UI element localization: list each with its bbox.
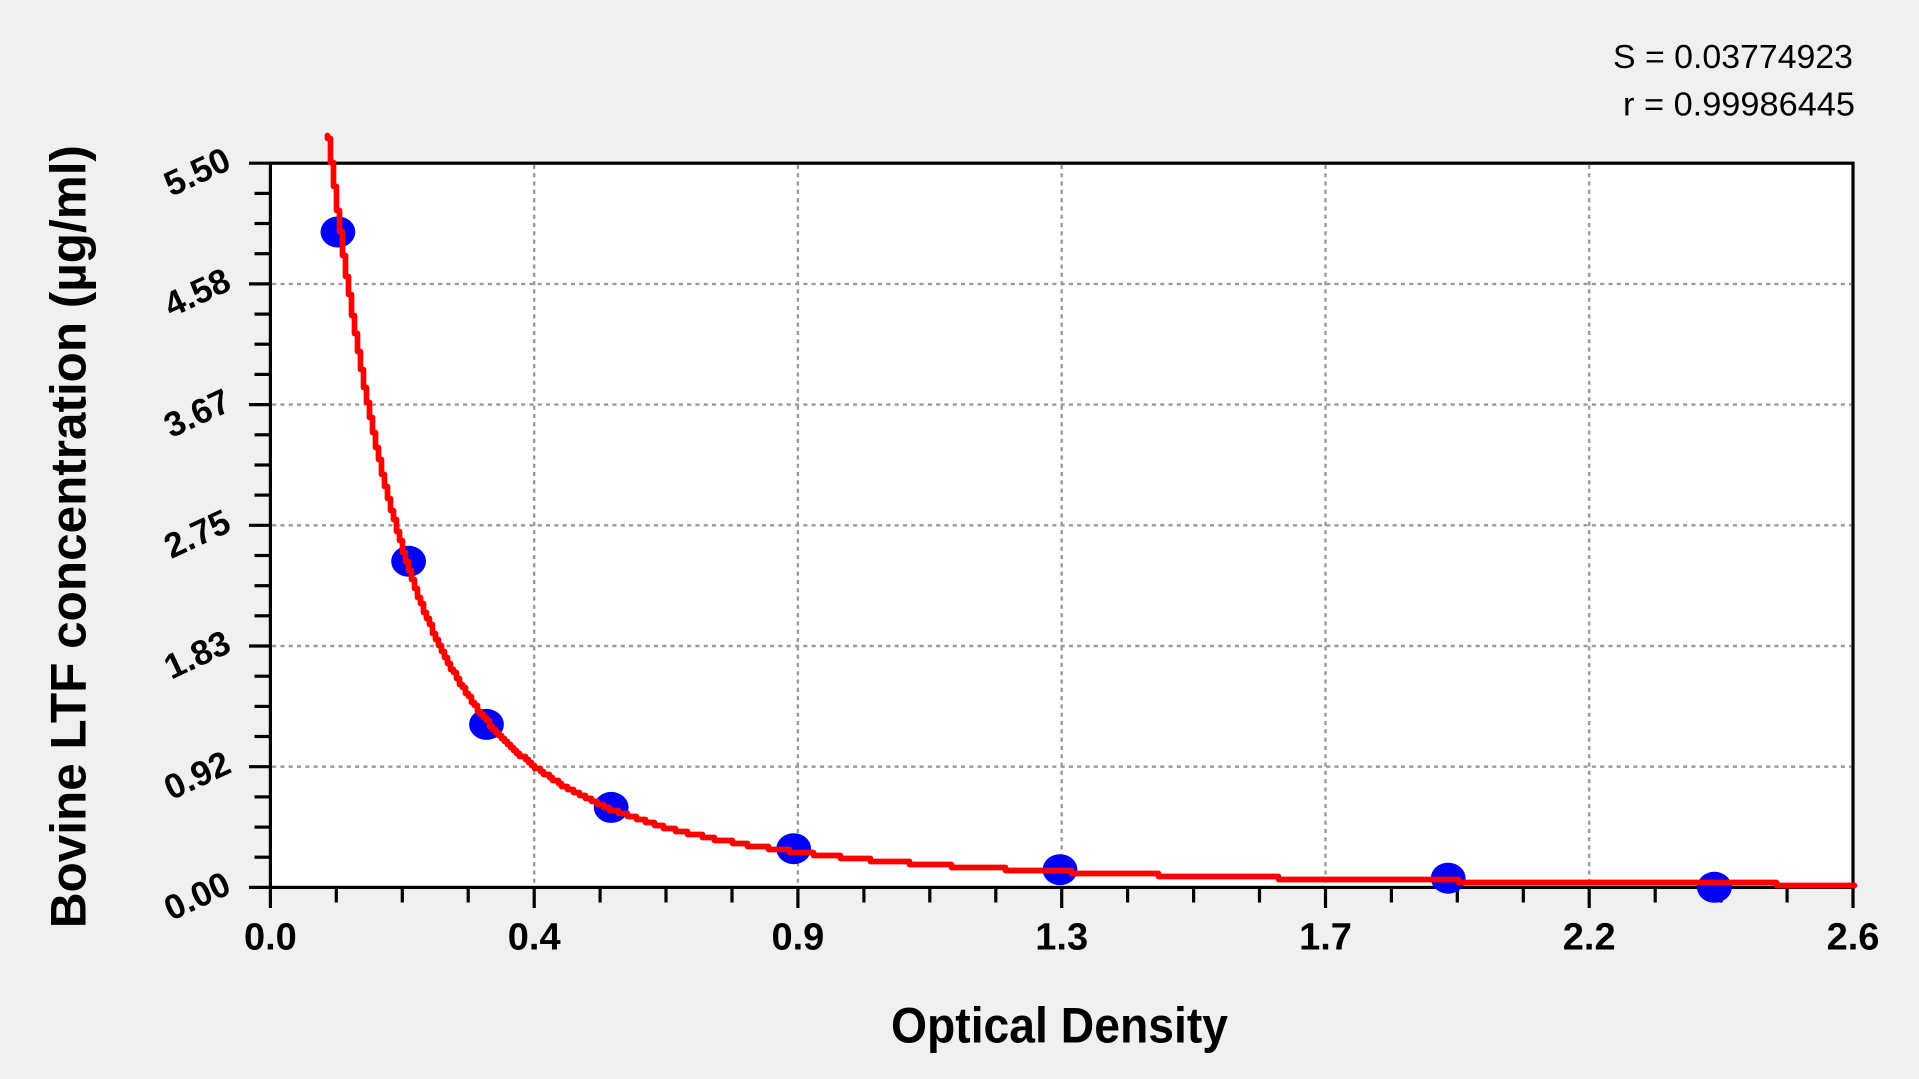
- svg-text:2.6: 2.6: [1827, 916, 1880, 958]
- svg-text:r = 0.99986445: r = 0.99986445: [1623, 85, 1855, 122]
- svg-text:Optical Density: Optical Density: [891, 998, 1228, 1054]
- svg-text:S = 0.03774923: S = 0.03774923: [1613, 38, 1853, 75]
- svg-text:2.2: 2.2: [1563, 916, 1616, 958]
- svg-text:1.3: 1.3: [1035, 916, 1088, 958]
- svg-text:1.7: 1.7: [1299, 916, 1352, 958]
- svg-text:0.9: 0.9: [771, 916, 824, 958]
- svg-text:0.0: 0.0: [244, 916, 297, 958]
- svg-text:0.4: 0.4: [508, 916, 561, 958]
- svg-text:Bovine LTF concentration (µg/m: Bovine LTF concentration (µg/ml): [41, 145, 97, 928]
